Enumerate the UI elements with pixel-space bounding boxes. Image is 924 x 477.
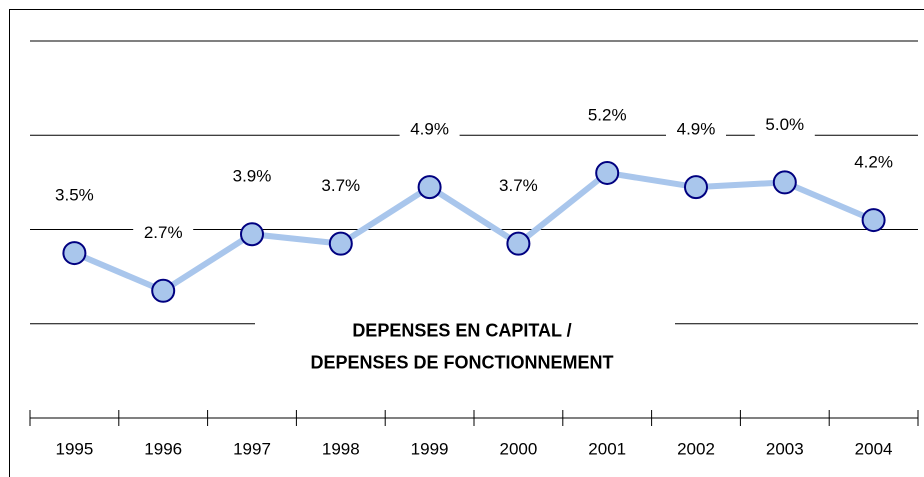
- x-tick-label: 2000: [499, 439, 537, 458]
- chart-title: DEPENSES DE FONCTIONNEMENT: [310, 353, 613, 373]
- marker: [861, 208, 886, 233]
- value-label-background: [754, 113, 815, 138]
- marker: [62, 241, 87, 266]
- chart-title: DEPENSES EN CAPITAL /: [352, 321, 571, 341]
- x-tick-label: 1996: [144, 439, 182, 458]
- value-label-background: [666, 118, 726, 143]
- marker: [328, 231, 353, 256]
- marker: [684, 175, 708, 200]
- marker: [772, 170, 797, 195]
- marker: [417, 175, 442, 200]
- x-tick-label: 1995: [55, 439, 93, 458]
- value-label-background: [399, 118, 460, 143]
- x-tick-label: 1997: [233, 439, 271, 458]
- x-tick-label: 1999: [411, 439, 449, 458]
- value-label-background: [488, 174, 549, 199]
- value-label: 3.7%: [499, 176, 538, 195]
- value-label: 3.9%: [233, 167, 272, 186]
- x-tick-label: 2004: [855, 439, 893, 458]
- value-label-background: [222, 165, 282, 190]
- x-tick-label: 2003: [766, 439, 804, 458]
- value-label: 3.5%: [55, 186, 94, 205]
- value-label-background: [44, 184, 105, 209]
- line: [73, 169, 875, 294]
- x-tick-label: 2002: [677, 439, 715, 458]
- value-label: 5.0%: [765, 115, 804, 134]
- marker: [240, 222, 264, 247]
- marker: [151, 278, 176, 303]
- value-label-background: [843, 151, 904, 176]
- marker: [595, 160, 620, 185]
- marker: [506, 231, 531, 256]
- value-label-background: [310, 174, 371, 199]
- value-label: 2.7%: [144, 223, 183, 242]
- title-background: [255, 315, 675, 382]
- value-label: 4.2%: [854, 153, 893, 172]
- x-tick-label: 1998: [322, 439, 360, 458]
- chart-frame: [9, 9, 924, 477]
- value-label-background: [133, 221, 194, 246]
- value-label-background: [577, 103, 638, 128]
- value-label: 3.7%: [321, 176, 360, 195]
- value-label: 4.9%: [410, 120, 449, 139]
- x-tick-label: 2001: [588, 439, 626, 458]
- value-label: 5.2%: [588, 105, 627, 124]
- value-label: 4.9%: [677, 120, 716, 139]
